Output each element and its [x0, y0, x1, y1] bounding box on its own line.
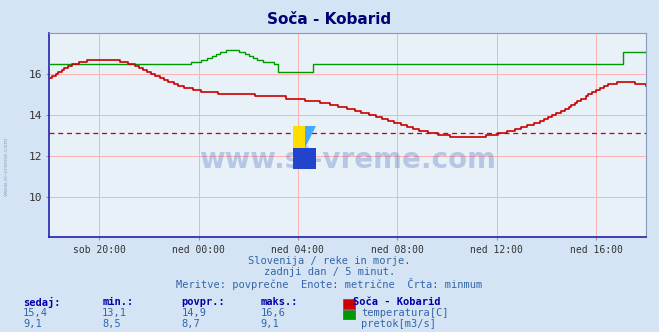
Text: 8,5: 8,5 [102, 319, 121, 329]
Text: Soča - Kobarid: Soča - Kobarid [353, 297, 440, 307]
Text: pretok[m3/s]: pretok[m3/s] [361, 319, 436, 329]
Text: sedaj:: sedaj: [23, 297, 61, 308]
Text: 15,4: 15,4 [23, 308, 48, 318]
Text: 14,9: 14,9 [181, 308, 206, 318]
Polygon shape [293, 148, 316, 169]
Polygon shape [293, 126, 304, 148]
Text: Meritve: povprečne  Enote: metrične  Črta: minmum: Meritve: povprečne Enote: metrične Črta:… [177, 278, 482, 290]
Polygon shape [304, 126, 316, 148]
Text: temperatura[C]: temperatura[C] [361, 308, 449, 318]
Text: www.si-vreme.com: www.si-vreme.com [4, 136, 9, 196]
Text: zadnji dan / 5 minut.: zadnji dan / 5 minut. [264, 267, 395, 277]
Text: 9,1: 9,1 [260, 319, 279, 329]
Text: povpr.:: povpr.: [181, 297, 225, 307]
Text: www.si-vreme.com: www.si-vreme.com [199, 146, 496, 174]
Text: 13,1: 13,1 [102, 308, 127, 318]
Text: Soča - Kobarid: Soča - Kobarid [268, 12, 391, 27]
Text: 8,7: 8,7 [181, 319, 200, 329]
Text: 16,6: 16,6 [260, 308, 285, 318]
Text: min.:: min.: [102, 297, 133, 307]
Text: 9,1: 9,1 [23, 319, 42, 329]
Text: maks.:: maks.: [260, 297, 298, 307]
Text: Slovenija / reke in morje.: Slovenija / reke in morje. [248, 256, 411, 266]
